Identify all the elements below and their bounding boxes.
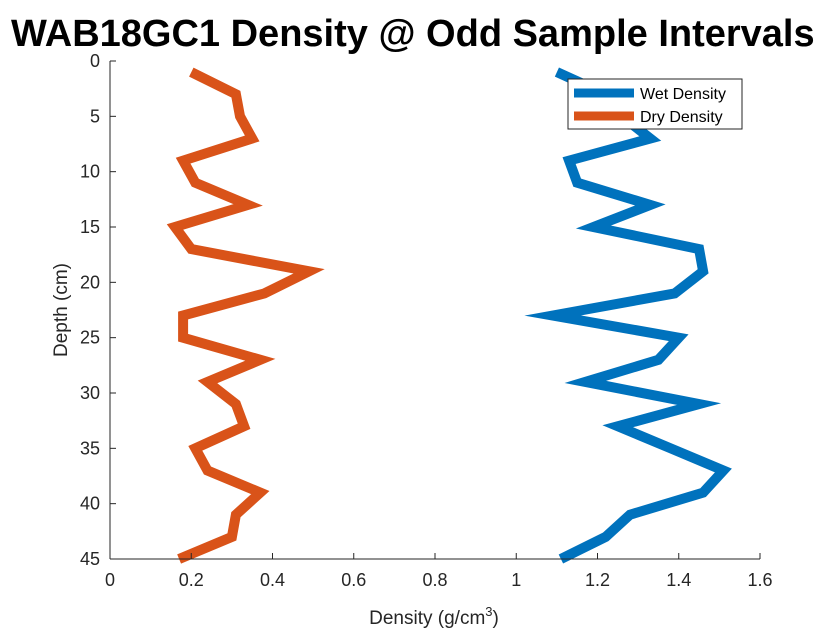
legend-label: Dry Density bbox=[640, 109, 723, 126]
x-tick-label: 1 bbox=[511, 570, 521, 590]
x-tick-label: 1.2 bbox=[585, 570, 610, 590]
y-axis: 0 5 10 15 20 25 30 35 40 45 bbox=[80, 51, 116, 569]
legend-box bbox=[567, 78, 743, 130]
x-axis-label: Density (g/cm3) bbox=[369, 604, 499, 629]
y-tick-label: 0 bbox=[90, 51, 100, 71]
y-axis-label: Depth (cm) bbox=[51, 263, 72, 357]
x-tick-label: 1.4 bbox=[666, 570, 691, 590]
y-tick-label: 30 bbox=[80, 383, 100, 403]
y-tick-label: 5 bbox=[90, 106, 100, 126]
y-tick-label: 25 bbox=[80, 328, 100, 348]
x-tick-label: 0.8 bbox=[422, 570, 447, 590]
series-line-dry-density bbox=[166, 67, 325, 564]
x-tick-label: 0 bbox=[105, 570, 115, 590]
y-tick-label: 10 bbox=[80, 162, 100, 182]
y-tick-label: 40 bbox=[80, 494, 100, 514]
x-tick-label: 0.6 bbox=[341, 570, 366, 590]
x-tick-label: 1.6 bbox=[747, 570, 772, 590]
x-axis: 0 0.2 0.4 0.6 0.8 1 1.2 1.4 1.6 bbox=[105, 553, 773, 590]
x-tick-label: 0.2 bbox=[179, 570, 204, 590]
plot-area bbox=[166, 67, 732, 564]
chart-title: WAB18GC1 Density @ Odd Sample Intervals bbox=[11, 13, 815, 55]
x-tick-label: 0.4 bbox=[260, 570, 285, 590]
y-tick-label: 15 bbox=[80, 217, 100, 237]
legend: Wet Density Dry Density bbox=[567, 78, 743, 130]
y-tick-label: 45 bbox=[80, 549, 100, 569]
y-tick-label: 35 bbox=[80, 438, 100, 458]
y-tick-label: 20 bbox=[80, 272, 100, 292]
legend-label: Wet Density bbox=[640, 86, 726, 103]
series-line-wet-density bbox=[524, 67, 732, 564]
